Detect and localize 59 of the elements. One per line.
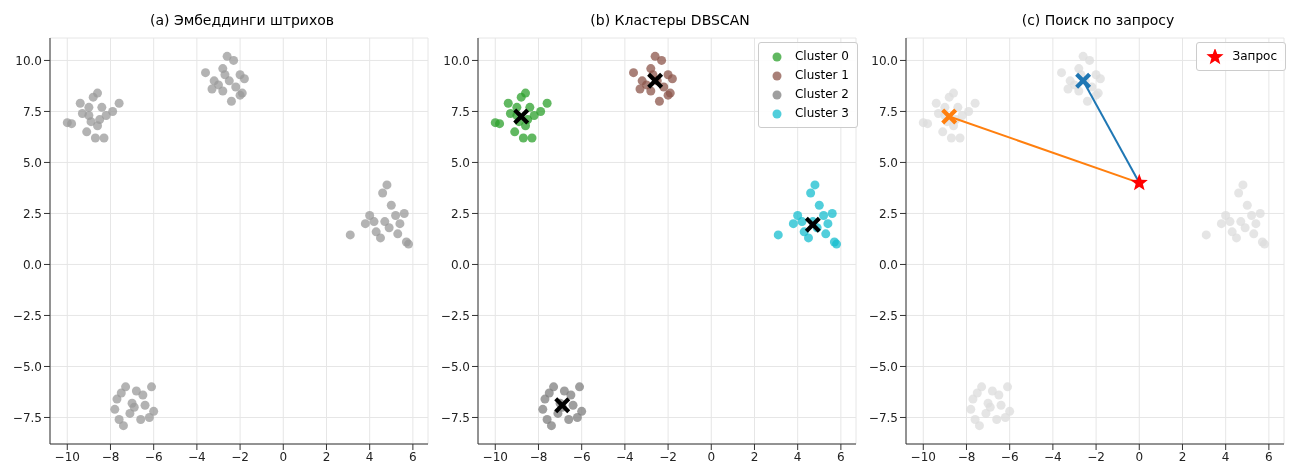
y-tick-label: 5.0 [450,155,470,170]
x-tick-label: −6 [572,449,591,464]
x-tick-label: −8 [101,449,120,464]
legend-label: Запрос [1232,48,1277,65]
y-tick-label: 10.0 [15,53,42,68]
y-tick-label: −5.0 [868,359,898,374]
y-tick-label: 5.0 [878,155,898,170]
x-tick-label: −6 [144,449,163,464]
y-tick-label: 7.5 [450,104,470,119]
x-tick-label: 6 [1265,449,1273,464]
x-tick-label: −10 [910,449,936,464]
x-tick-label: 2 [750,449,759,464]
x-tick-label: −10 [54,449,80,464]
x-tick-label: −10 [482,449,508,464]
y-tick-label: 10.0 [443,53,470,68]
y-tick-label: 10.0 [871,53,898,68]
x-tick-label: 0 [279,449,288,464]
y-tick-label: −2.5 [868,308,898,323]
x-tick-label: 6 [837,449,845,464]
legend-label: Cluster 0 [794,48,849,65]
x-tick-label: 4 [793,449,802,464]
x-tick-label: −4 [616,449,634,464]
x-tick-label: 6 [409,449,417,464]
x-tick-label: 4 [365,449,374,464]
y-tick-label: −2.5 [440,308,470,323]
y-tick-label: −7.5 [12,410,42,425]
y-tick-label: 2.5 [878,206,898,221]
x-tick-label: −2 [659,449,677,464]
x-tick-label: −6 [1000,449,1019,464]
y-tick-label: −5.0 [12,359,42,374]
x-tick-label: 2 [322,449,331,464]
x-tick-label: −4 [188,449,206,464]
chart-title: (a) Эмбеддинги штрихов [148,11,336,30]
x-tick-label: 0 [707,449,716,464]
y-tick-label: 0.0 [878,257,898,272]
y-tick-label: −2.5 [12,308,42,323]
y-tick-label: 5.0 [22,155,42,170]
x-tick-label: 0 [1135,449,1144,464]
chart-title: (c) Поиск по запросу [1020,11,1176,30]
x-tick-label: 4 [1221,449,1230,464]
x-tick-label: −2 [1087,449,1105,464]
chart-title: (b) Кластеры DBSCAN [589,11,751,30]
legend-label: Cluster 3 [794,105,849,122]
x-tick-label: −4 [1044,449,1062,464]
x-tick-label: −8 [957,449,976,464]
y-tick-label: 0.0 [450,257,470,272]
x-tick-label: −2 [231,449,249,464]
y-tick-label: −7.5 [868,410,898,425]
y-tick-label: 0.0 [22,257,42,272]
x-tick-label: 2 [1178,449,1187,464]
legend-label: Cluster 2 [794,86,849,103]
y-tick-label: 2.5 [450,206,470,221]
y-tick-label: 7.5 [878,104,898,119]
legend-label: Cluster 1 [794,67,849,84]
y-tick-label: 2.5 [22,206,42,221]
y-tick-label: 7.5 [22,104,42,119]
y-tick-label: −5.0 [440,359,470,374]
x-tick-label: −8 [529,449,548,464]
y-tick-label: −7.5 [440,410,470,425]
